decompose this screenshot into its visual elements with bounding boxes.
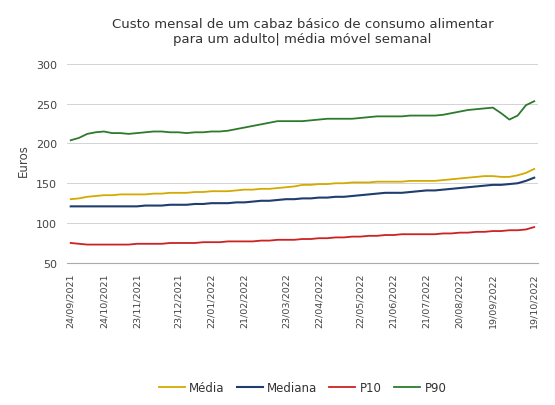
Média — [92, 194, 99, 199]
Média — [67, 197, 74, 202]
P10 — [398, 232, 405, 237]
P90 — [266, 121, 273, 126]
Legend: Média, Mediana, P10, P90: Média, Mediana, P10, P90 — [154, 377, 451, 399]
P10 — [84, 243, 90, 247]
Title: Custo mensal de um cabaz básico de consumo alimentar
para um adulto| média móvel: Custo mensal de um cabaz básico de consu… — [112, 18, 493, 46]
Média — [390, 180, 397, 185]
Mediana — [266, 199, 273, 204]
Mediana — [191, 202, 198, 207]
P90 — [84, 132, 90, 137]
P90 — [382, 115, 388, 119]
Média — [191, 190, 198, 195]
P10 — [100, 243, 107, 247]
Mediana — [84, 205, 90, 209]
Mediana — [67, 205, 74, 209]
Mediana — [390, 191, 397, 196]
P10 — [274, 238, 281, 243]
Y-axis label: Euros: Euros — [17, 144, 30, 176]
P10 — [67, 241, 74, 246]
Média — [266, 187, 273, 192]
Média — [531, 167, 538, 172]
P10 — [92, 243, 99, 247]
P10 — [200, 240, 206, 245]
P10 — [531, 225, 538, 230]
P90 — [92, 130, 99, 135]
P90 — [390, 115, 397, 119]
Line: Mediana: Mediana — [70, 178, 534, 207]
P10 — [390, 233, 397, 238]
P90 — [67, 139, 74, 143]
Line: Média: Média — [70, 170, 534, 200]
Mediana — [92, 205, 99, 209]
P90 — [531, 100, 538, 104]
Line: P90: P90 — [70, 102, 534, 141]
Média — [84, 195, 90, 200]
Mediana — [531, 176, 538, 181]
Média — [382, 180, 388, 185]
P90 — [191, 130, 198, 135]
Line: P10: P10 — [70, 228, 534, 245]
Mediana — [382, 191, 388, 196]
